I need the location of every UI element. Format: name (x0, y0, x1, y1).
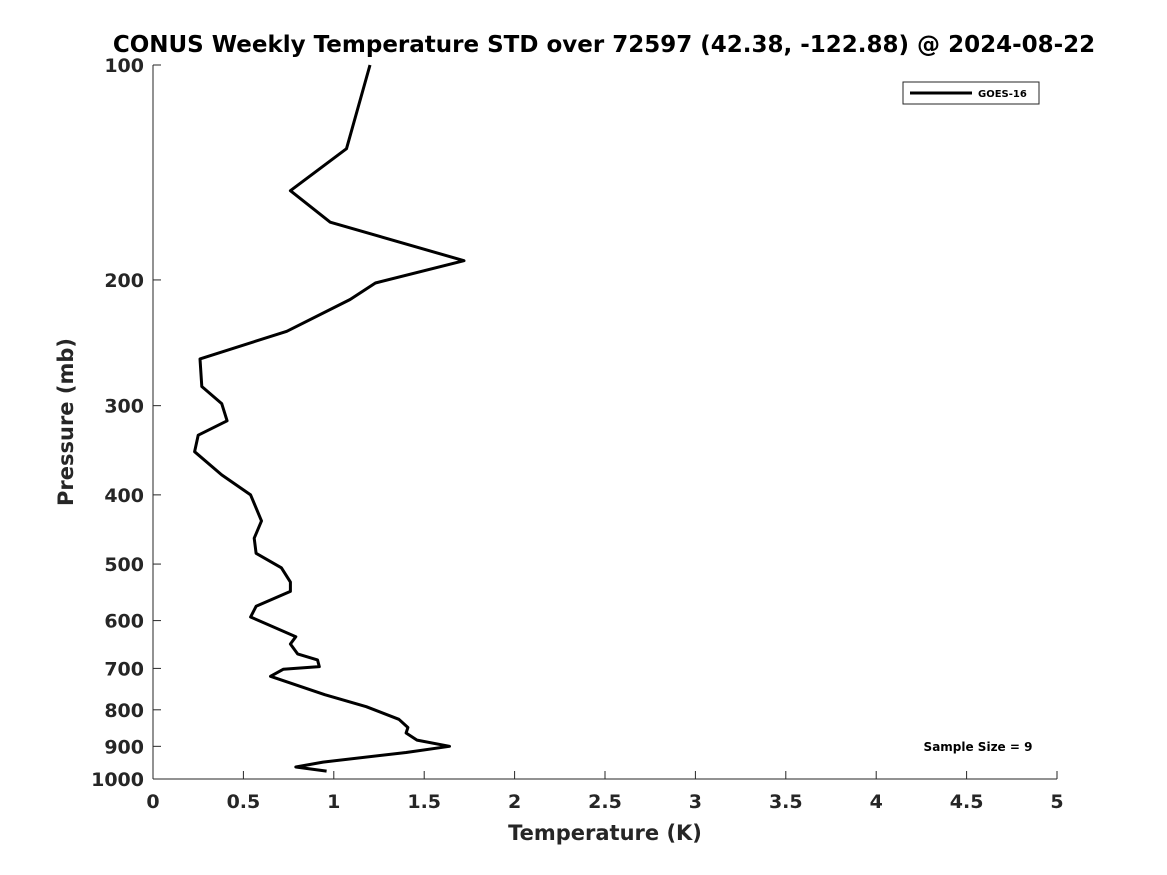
y-tick-label: 600 (104, 611, 144, 633)
y-tick-label: 1000 (91, 769, 144, 791)
y-ticks: 100 200 300 400 500 600 700 800 900 1000 (91, 55, 161, 791)
x-tick-label: 1 (327, 791, 340, 813)
x-tick-label: 0 (146, 791, 159, 813)
y-tick-label: 100 (104, 55, 144, 77)
y-axis-label: Pressure (mb) (54, 338, 78, 506)
x-tick-label: 3 (689, 791, 702, 813)
x-tick-label: 3.5 (769, 791, 803, 813)
legend-label: GOES-16 (978, 89, 1027, 100)
series-layer (193, 64, 466, 773)
y-tick-label: 400 (104, 485, 144, 507)
chart-title: CONUS Weekly Temperature STD over 72597 … (113, 32, 1095, 58)
x-axis-label: Temperature (K) (508, 821, 702, 845)
x-tick-label: 2 (508, 791, 521, 813)
x-tick-label: 4.5 (950, 791, 984, 813)
x-tick-label: 5 (1050, 791, 1063, 813)
y-tick-label: 900 (104, 736, 144, 758)
legend: GOES-16 (902, 81, 1040, 105)
y-tick-label: 700 (104, 658, 144, 680)
x-tick-label: 0.5 (227, 791, 261, 813)
x-ticks: 0 0.5 1 1.5 2 2.5 3 3.5 4 4.5 5 (146, 771, 1064, 813)
plot-area (153, 65, 1057, 779)
x-tick-label: 2.5 (588, 791, 622, 813)
series-line-goes-16 (193, 64, 466, 773)
y-tick-label: 200 (104, 270, 144, 292)
y-tick-label: 300 (104, 396, 144, 418)
sample-size-annotation: Sample Size = 9 (924, 740, 1033, 754)
y-tick-label: 800 (104, 700, 144, 722)
x-tick-label: 4 (870, 791, 883, 813)
x-tick-label: 1.5 (407, 791, 441, 813)
y-tick-label: 500 (104, 554, 144, 576)
